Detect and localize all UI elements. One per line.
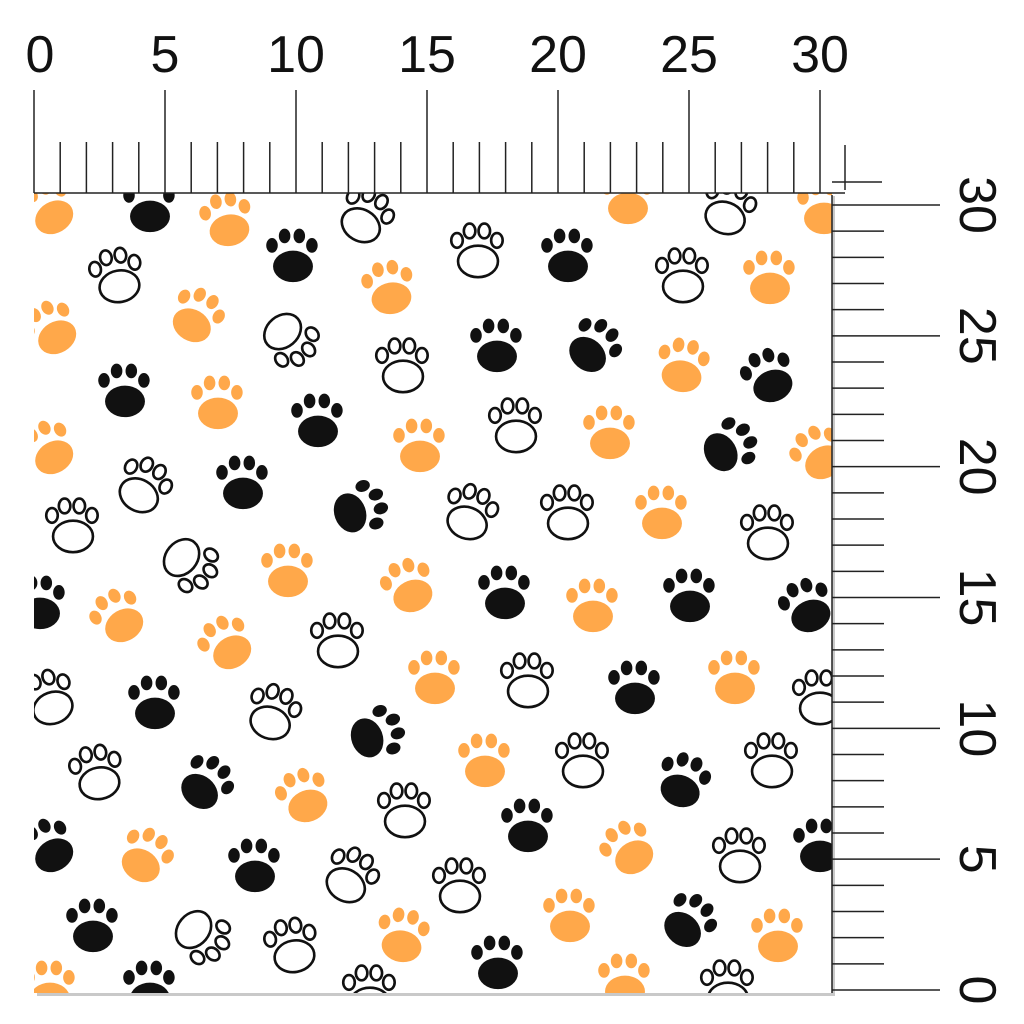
right-ruler-label: 5 [948, 845, 1006, 874]
top-ruler-label: 20 [529, 26, 587, 84]
right-ruler-label: 30 [948, 176, 1006, 234]
top-ruler-label: 30 [791, 26, 849, 84]
top-ruler-label: 5 [151, 26, 180, 84]
right-ruler: 0 5 10 15 20 25 30 [831, 176, 1006, 1005]
top-ruler-label: 25 [660, 26, 718, 84]
top-ruler: 0 5 10 15 20 25 30 [26, 26, 882, 194]
top-ruler-label: 0 [26, 26, 55, 84]
right-ruler-label: 20 [948, 438, 1006, 496]
top-ruler-label: 10 [267, 26, 325, 84]
top-ruler-label: 15 [398, 26, 456, 84]
right-ruler-label: 25 [948, 307, 1006, 365]
right-ruler-label: 0 [948, 976, 1006, 1005]
right-ruler-label: 15 [948, 569, 1006, 627]
right-ruler-label: 10 [948, 699, 1006, 757]
